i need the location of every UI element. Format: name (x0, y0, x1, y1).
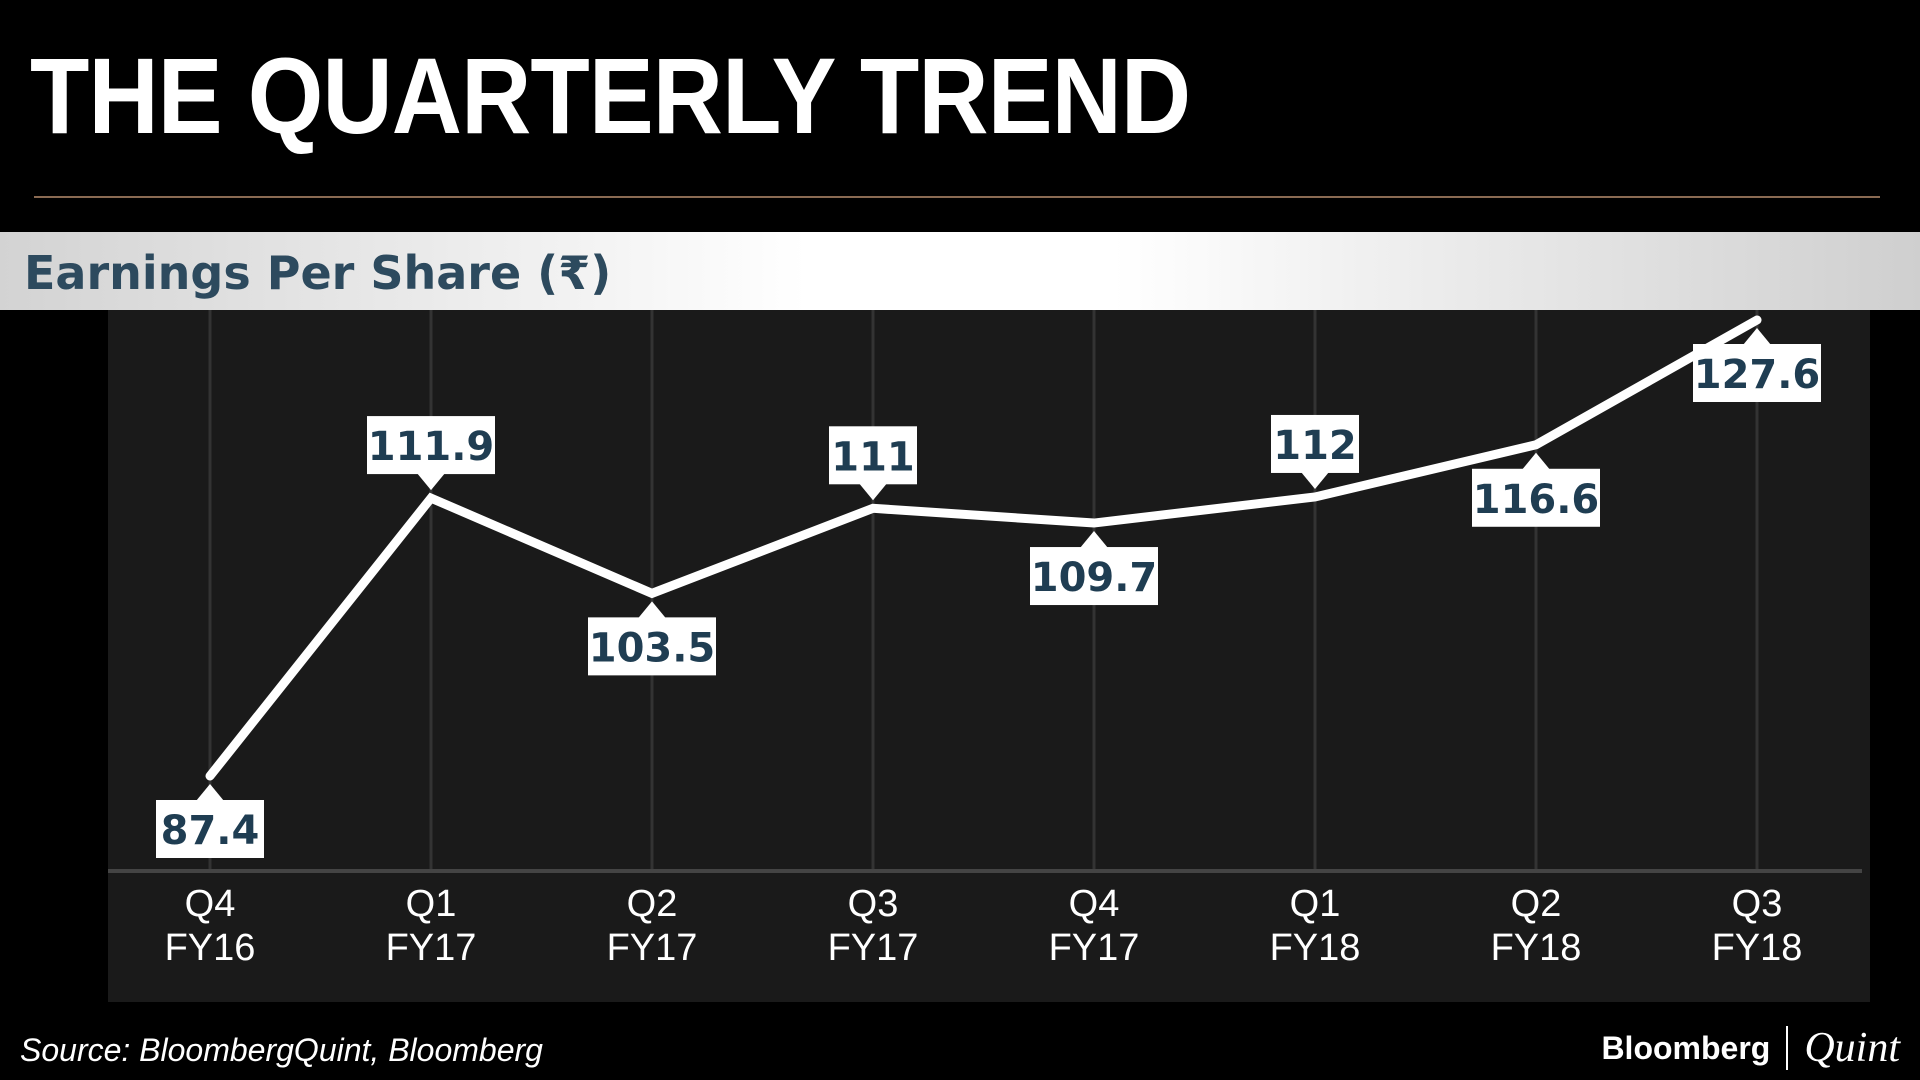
data-label-text: 103.5 (589, 625, 716, 671)
data-label-text: 111 (831, 434, 915, 480)
data-label: 116.6 (1472, 452, 1600, 527)
data-label: 111 (829, 426, 917, 501)
data-label-pointer (638, 601, 666, 619)
x-tick-label-year: FY16 (165, 927, 256, 969)
brand-secondary: Quint (1804, 1025, 1900, 1071)
data-label-text: 127.6 (1694, 352, 1821, 398)
data-label-pointer (1301, 471, 1329, 489)
chart-title-banner: Earnings Per Share (₹) (0, 232, 1920, 310)
data-label: 103.5 (588, 601, 716, 676)
data-label-pointer (417, 473, 445, 491)
chart-title: Earnings Per Share (₹) (24, 246, 612, 300)
brand-logo: Bloomberg Quint (1601, 1024, 1900, 1072)
x-tick-label-year: FY17 (386, 927, 477, 969)
x-tick-label-quarter: Q4 (185, 883, 236, 925)
data-label-pointer (859, 483, 887, 501)
data-label: 127.6 (1693, 328, 1821, 402)
source-note: Source: BloombergQuint, Bloomberg (20, 1032, 543, 1068)
data-label-text: 112 (1273, 423, 1357, 469)
data-label: 111.9 (367, 416, 495, 491)
eps-series-line (205, 315, 1762, 781)
brand-divider (1786, 1026, 1789, 1070)
data-label-text: 109.7 (1031, 555, 1158, 601)
data-label-text: 87.4 (161, 808, 260, 854)
data-label-box (1030, 547, 1158, 606)
x-tick-label-quarter: Q4 (1069, 883, 1120, 925)
data-label-box (829, 426, 917, 485)
data-label-pointer (196, 784, 224, 801)
page-title: THE QUARTERLY TREND (30, 35, 1191, 156)
x-tick-label-quarter: Q2 (627, 883, 678, 925)
title-divider (34, 196, 1880, 198)
x-tick-label-year: FY17 (607, 927, 698, 969)
x-tick-label-quarter: Q1 (406, 883, 457, 925)
data-label: 112 (1271, 414, 1359, 489)
data-label-pointer (1080, 531, 1108, 549)
x-tick-label-quarter: Q2 (1511, 883, 1562, 925)
eps-line-chart: 87.4111.9103.5111109.7112116.6127.6Q4FY1… (108, 310, 1862, 969)
x-tick-label-year: FY18 (1491, 927, 1582, 969)
data-label-text: 111.9 (368, 424, 495, 470)
x-tick-label-year: FY18 (1712, 927, 1803, 969)
x-tick-label-year: FY17 (1049, 927, 1140, 969)
x-tick-label-quarter: Q3 (848, 883, 899, 925)
plot-area: 87.4 111.9 103.5 111 109.7 112 116.6 127.6 Q4 FY1… (108, 310, 1870, 1002)
data-label-pointer (1743, 328, 1771, 345)
data-label-text: 116.6 (1473, 477, 1600, 523)
x-tick-label-year: FY18 (1270, 927, 1361, 969)
data-label-box (1693, 344, 1821, 402)
data-label-box (1271, 414, 1359, 473)
data-label-box (367, 416, 495, 475)
data-label-box (588, 617, 716, 676)
data-label-box (1472, 468, 1600, 527)
data-label-box (156, 800, 264, 858)
data-label: 87.4 (156, 784, 264, 858)
x-tick-label-year: FY17 (828, 927, 919, 969)
x-tick-label-quarter: Q3 (1732, 883, 1783, 925)
data-label-pointer (1522, 452, 1550, 470)
brand-primary: Bloomberg (1601, 1029, 1771, 1066)
data-label: 109.7 (1030, 531, 1158, 606)
x-tick-label-quarter: Q1 (1290, 883, 1341, 925)
